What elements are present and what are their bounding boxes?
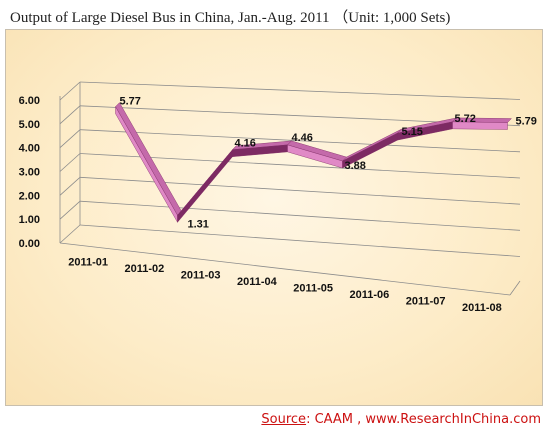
x-tick-label: 2011-03: [181, 269, 221, 281]
y-tick-label: 2.00: [19, 190, 40, 202]
x-tick-label: 2011-04: [237, 276, 278, 288]
x-tick-label: 2011-07: [406, 295, 446, 307]
data-label: 4.46: [292, 132, 313, 144]
x-tick-label: 2011-08: [462, 302, 502, 314]
gridline: [79, 176, 521, 205]
data-label: 3.88: [345, 160, 366, 172]
x-tick-label: 2011-02: [124, 263, 164, 275]
gridline: [79, 153, 521, 179]
gridlines: [59, 81, 521, 296]
x-tick-label: 2011-06: [349, 289, 389, 301]
grid-side: [59, 129, 81, 148]
source-separator: :: [306, 412, 315, 427]
floor-right-edge: [509, 280, 521, 296]
data-label: 5.15: [402, 126, 423, 138]
data-labels: 5.77 1.31 4.16 4.46 3.88 5.15 5.72 5.79: [120, 96, 537, 231]
x-tick-label: 2011-01: [68, 256, 108, 268]
grid-side: [59, 153, 81, 172]
grid-side: [59, 81, 81, 101]
source-key: Source: [261, 412, 307, 427]
series-ribbon: [115, 102, 512, 224]
series-segment: [115, 105, 178, 224]
y-tick-label: 3.00: [19, 167, 40, 179]
data-label: 5.77: [120, 96, 141, 108]
chart-title: Output of Large Diesel Bus in China, Jan…: [10, 10, 451, 26]
x-axis-ticks: 2011-01 2011-02 2011-03 2011-04 2011-05 2011-…: [68, 256, 502, 314]
y-tick-label: 0.00: [19, 238, 40, 250]
y-tick-label: 5.00: [19, 119, 40, 131]
grid-side: [59, 224, 81, 244]
gridline: [79, 81, 521, 100]
x-tick-label: 2011-05: [293, 282, 333, 294]
grid-side: [59, 200, 81, 220]
data-label: 5.79: [516, 116, 537, 128]
data-label: 1.31: [188, 218, 209, 230]
data-label: 4.16: [235, 138, 256, 150]
y-tick-label: 1.00: [19, 214, 40, 226]
gridline: [79, 200, 521, 231]
gridline: [79, 129, 521, 153]
series-segment: [452, 121, 508, 130]
y-tick-label: 6.00: [19, 95, 40, 107]
x-axis-line: [59, 242, 511, 296]
chart-area: [5, 29, 543, 406]
grid-side: [59, 105, 81, 125]
gridline: [79, 224, 521, 257]
y-axis-ticks: 0.00 1.00 2.00 3.00 4.00 5.00 6.00: [19, 95, 40, 250]
grid-side: [59, 177, 81, 196]
source-note: Source: CAAM , www.ResearchInChina.com: [261, 412, 541, 427]
y-tick-label: 4.00: [19, 143, 40, 155]
data-label: 5.72: [455, 113, 476, 125]
source-text: CAAM , www.ResearchInChina.com: [314, 412, 541, 427]
